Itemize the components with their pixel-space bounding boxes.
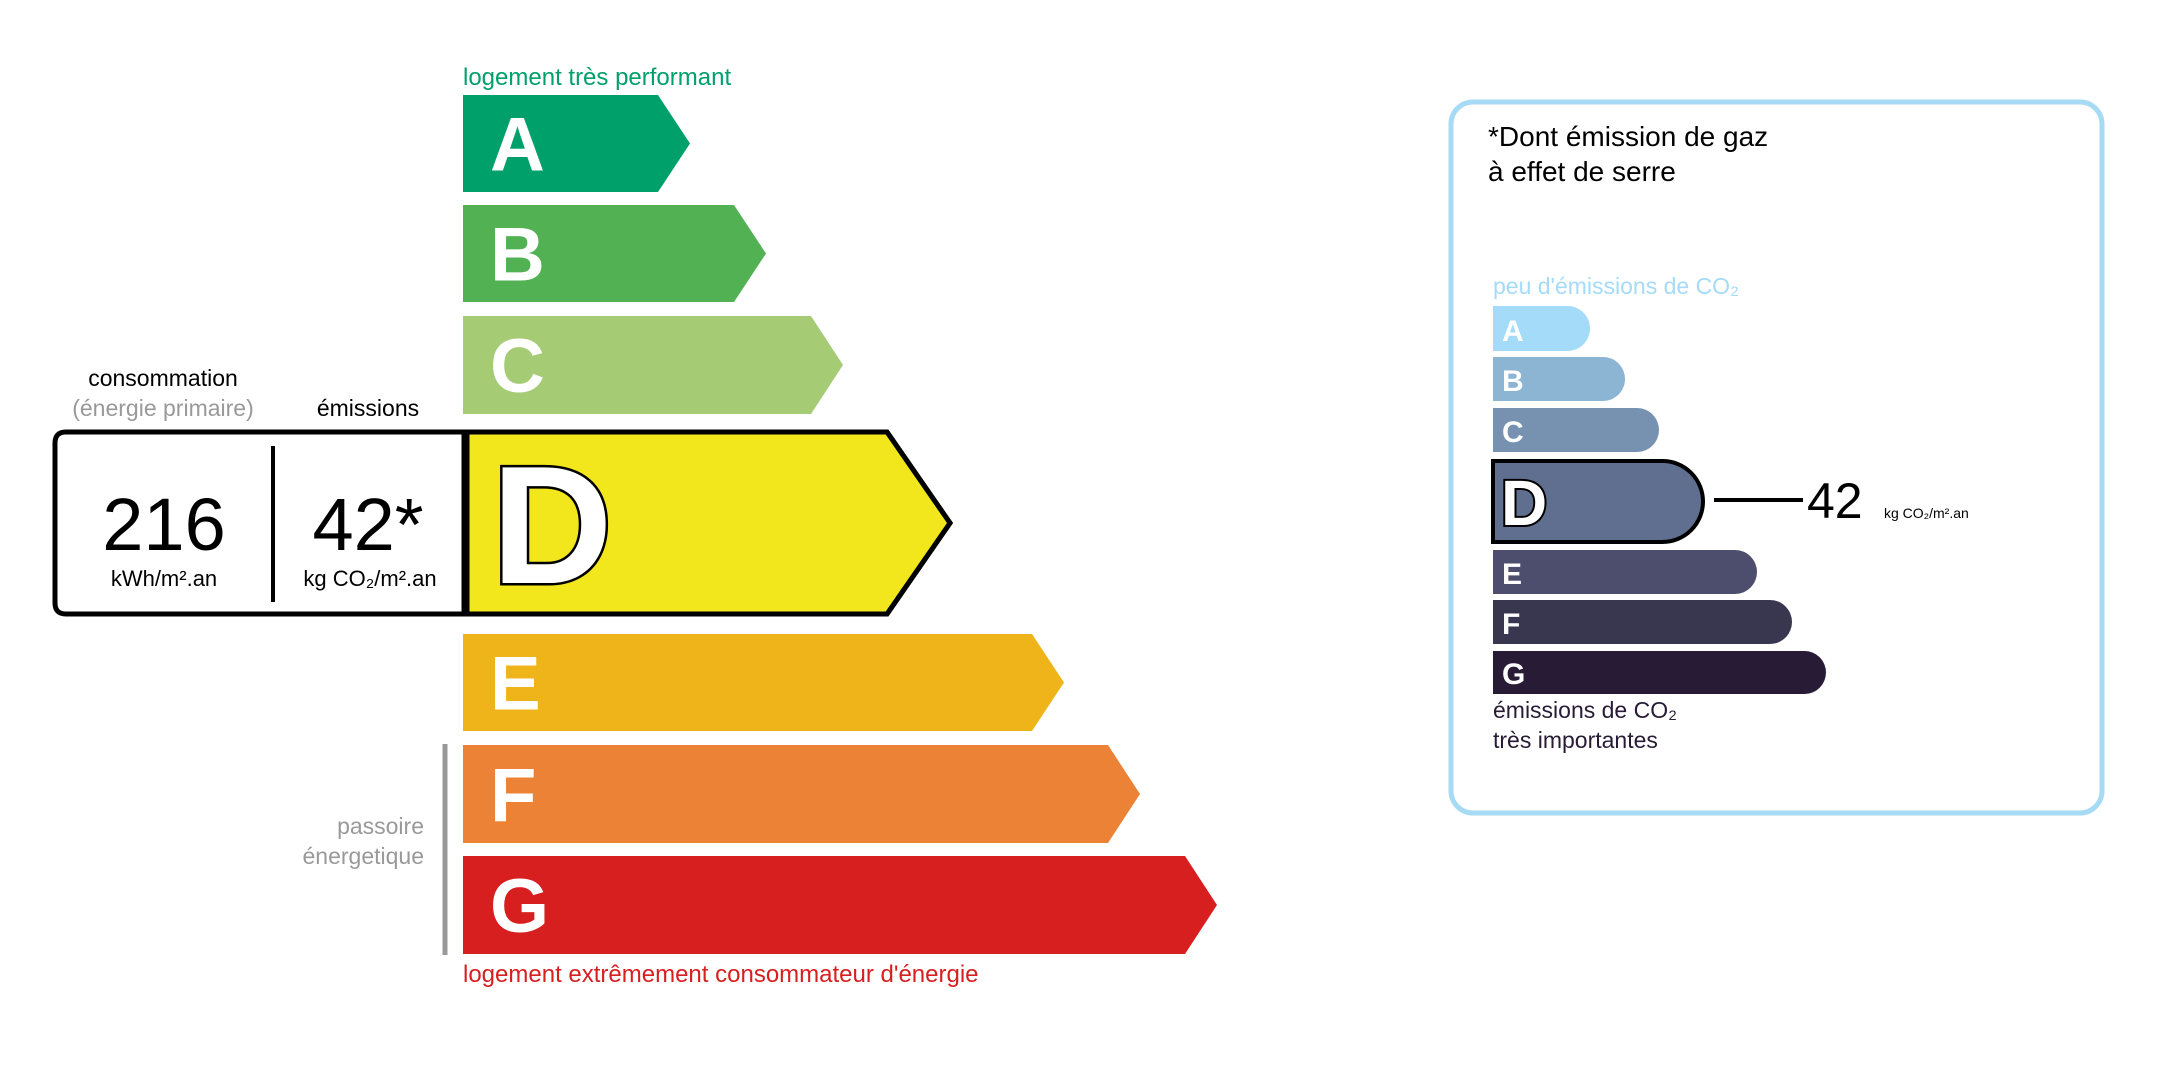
consumption-value: 216 [102, 483, 225, 566]
energy-bar-letter: A [490, 103, 545, 188]
ges-bottom-label-2: très importantes [1493, 727, 1658, 753]
energy-bar-b [463, 205, 766, 302]
energy-bar-letter: G [490, 864, 549, 949]
ges-bar-a [1493, 306, 1591, 351]
energy-bar-a [463, 95, 690, 192]
passoire-label-2: énergetique [303, 843, 425, 869]
ges-bottom-label-1: émissions de CO₂ [1493, 697, 1677, 723]
ges-value: 42 [1807, 473, 1863, 529]
energy-bar-current [464, 429, 954, 617]
ges-title-1: *Dont émission de gaz [1488, 121, 1768, 152]
emissions-header: émissions [317, 395, 419, 421]
ges-bar-c [1493, 408, 1659, 452]
ges-bar-b [1493, 357, 1625, 401]
energy-bar-g [463, 856, 1217, 954]
bottom-label: logement extrêmement consommateur d'éner… [463, 961, 979, 988]
ges-bar-letter: B [1502, 365, 1524, 398]
emissions-value: 42* [312, 483, 423, 566]
energy-bar-e [463, 634, 1064, 731]
ges-bar-g [1493, 651, 1826, 694]
ges-bar-letter: A [1502, 315, 1524, 348]
passoire-label-1: passoire [337, 813, 424, 839]
energy-bar-c [463, 316, 843, 414]
current-class-letter: D [491, 431, 612, 619]
ges-top-label: peu d'émissions de CO₂ [1493, 273, 1739, 299]
consumption-unit: kWh/m².an [111, 566, 217, 591]
ges-bar-letter: G [1502, 658, 1525, 691]
ges-bar-letter: C [1502, 416, 1524, 449]
energy-bar-f [463, 745, 1140, 843]
energy-bar-letter: F [490, 753, 536, 838]
emissions-unit: kg CO₂/m².an [303, 566, 436, 591]
ges-bar-d [1491, 459, 1705, 544]
ges-bar-f [1493, 600, 1792, 644]
top-label: logement très performant [463, 64, 731, 91]
energy-bar-letter: E [490, 642, 541, 727]
ges-title-2: à effet de serre [1488, 156, 1676, 187]
ges-unit: kg CO₂/m².an [1884, 505, 1969, 521]
energy-bars: ABC EFG [463, 95, 1217, 954]
consumption-header: consommation [88, 365, 238, 391]
energy-bar-letter: B [490, 213, 545, 298]
ges-bar-letter: F [1502, 608, 1520, 641]
ges-bar-letter: E [1502, 558, 1522, 591]
ges-bar-letter-current: D [1501, 467, 1547, 539]
consumption-sub: (énergie primaire) [72, 395, 254, 421]
ges-bar-e [1493, 550, 1757, 594]
energy-bar-letter: C [490, 324, 545, 409]
